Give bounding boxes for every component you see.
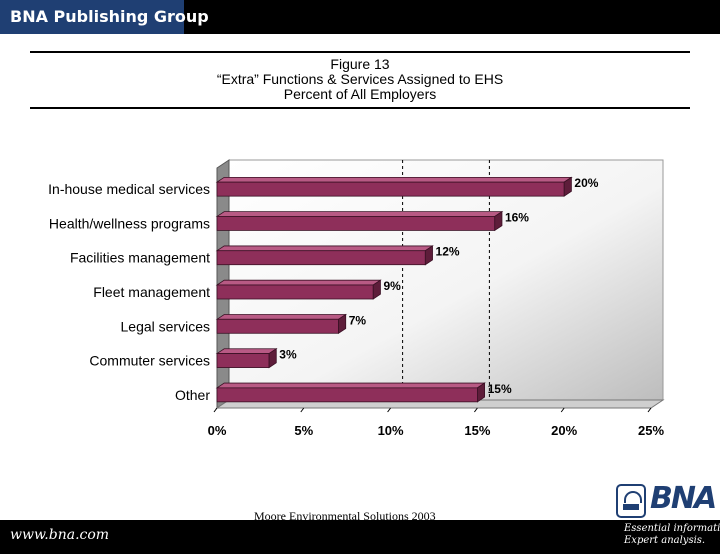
- value-label: 20%: [574, 176, 598, 190]
- x-tick-mark: [647, 407, 652, 413]
- x-tick-mark: [560, 407, 565, 413]
- x-tick-label: 20%: [551, 423, 577, 438]
- bar: [216, 318, 339, 334]
- category-label: Health/wellness programs: [49, 215, 210, 231]
- category-label: Commuter services: [89, 353, 210, 369]
- x-tick-label: 10%: [378, 423, 404, 438]
- bar-side: [338, 313, 347, 335]
- bar-top: [215, 382, 486, 389]
- value-label: 12%: [436, 245, 460, 259]
- x-tick-mark: [387, 407, 392, 413]
- bar-top: [215, 176, 573, 183]
- brand-title: BNA Publishing Group: [0, 0, 209, 34]
- x-tick-mark: [213, 407, 218, 413]
- logo-text: BNA: [650, 481, 717, 516]
- value-label: 15%: [488, 382, 512, 396]
- bar-side: [494, 210, 503, 232]
- bar-chart: 0% 5% 10% 15% 20% 25% 20% In-house medical serv…: [48, 159, 665, 438]
- category-label: In-house medical services: [48, 181, 210, 197]
- x-tick-mark: [300, 407, 305, 413]
- bar-top: [215, 348, 278, 354]
- category-label: Legal services: [121, 318, 211, 334]
- x-tick-label: 25%: [638, 423, 664, 438]
- bar-top: [215, 279, 382, 286]
- bar-top: [215, 211, 504, 217]
- category-label: Facilities management: [70, 250, 210, 266]
- bar: [216, 181, 565, 197]
- bottom-bar: [0, 520, 720, 554]
- category-label: Other: [175, 387, 210, 403]
- title-bottom-rule: [30, 107, 690, 109]
- x-tick-label: 5%: [294, 423, 313, 438]
- bar: [216, 387, 478, 403]
- value-label: 7%: [349, 313, 367, 327]
- x-tick-label: 15%: [464, 423, 490, 438]
- bar-side: [424, 245, 433, 266]
- bar: [216, 216, 496, 231]
- category-label: Fleet management: [93, 284, 210, 300]
- tagline: Essential information. Expert analysis.: [624, 523, 720, 547]
- bar-side: [268, 348, 277, 369]
- bar-top: [215, 314, 348, 320]
- bar: [216, 250, 426, 266]
- title-top-rule: [30, 51, 690, 53]
- bar-side: [476, 382, 486, 403]
- source-note: Moore Environmental Solutions 2003: [254, 509, 436, 523]
- x-tick-mark: [473, 407, 478, 413]
- value-label: 9%: [383, 279, 401, 293]
- bar: [216, 353, 270, 368]
- title-line-2: “Extra” Functions & Services Assigned to…: [216, 71, 504, 87]
- figure-title: Figure 13 “Extra” Functions & Services A…: [30, 57, 690, 102]
- bar: [216, 284, 374, 300]
- title-line-1: Figure 13: [330, 56, 390, 72]
- bar-side: [372, 279, 381, 300]
- capitol-seal-icon: [616, 484, 646, 518]
- bar-top: [215, 245, 434, 252]
- bar-side: [563, 176, 572, 197]
- value-label: 3%: [279, 348, 297, 362]
- title-line-3: Percent of All Employers: [283, 86, 437, 102]
- value-label: 16%: [505, 210, 529, 224]
- website-link[interactable]: www.bna.com: [10, 527, 110, 543]
- bna-logo: BNA Essential information. Expert analys…: [614, 480, 720, 554]
- tagline-line-2: Expert analysis.: [624, 535, 706, 546]
- tagline-line-1: Essential information.: [624, 523, 720, 534]
- x-tick-label: 0%: [208, 423, 227, 438]
- top-bar: BNA Publishing Group: [0, 0, 720, 34]
